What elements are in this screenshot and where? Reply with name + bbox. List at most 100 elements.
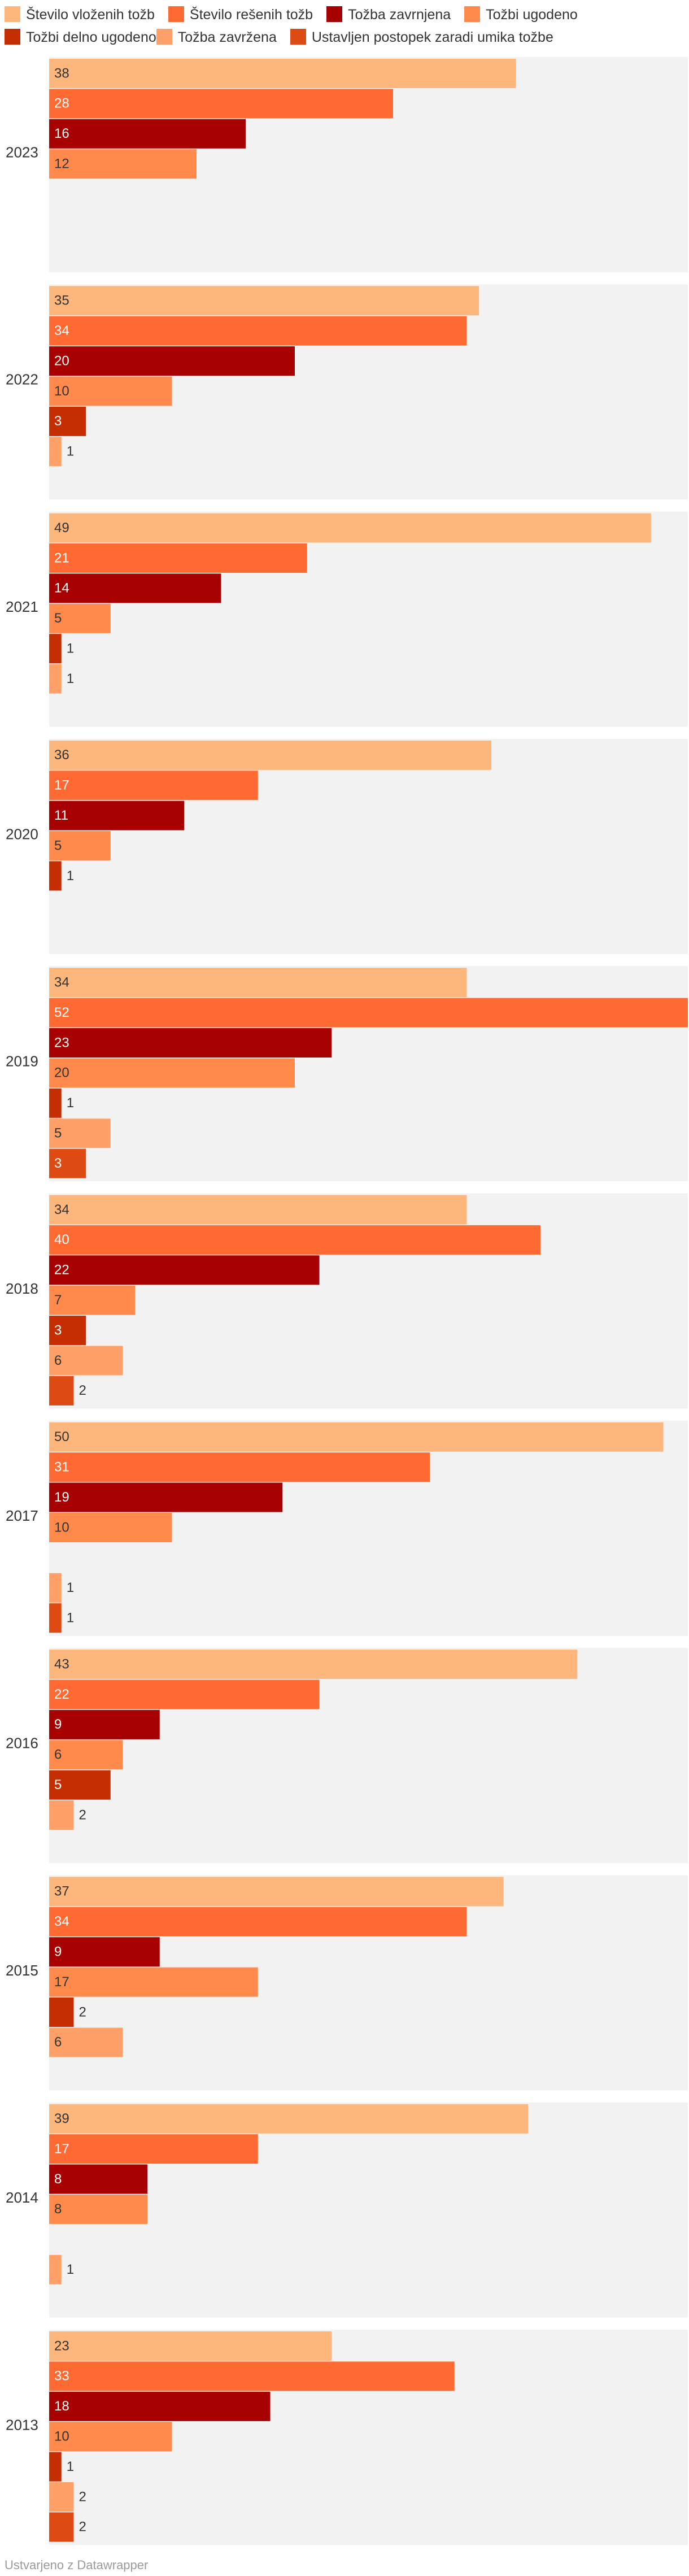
bar — [49, 2391, 271, 2421]
bar — [49, 1028, 332, 1058]
data-label: 1 — [67, 1580, 74, 1595]
bar — [49, 998, 688, 1028]
bar — [49, 2452, 62, 2482]
data-label: 8 — [54, 2201, 62, 2217]
legend-item: Tožbi ugodeno — [464, 3, 578, 26]
data-label: 17 — [54, 2141, 69, 2156]
panel-2019: 2019 34 52 23 20 15 3 — [6, 966, 688, 1182]
year-label: 2020 — [6, 825, 38, 842]
year-label: 2015 — [6, 1962, 38, 1979]
footer-credit: Ustvarjeno z Datawrapper — [5, 2558, 149, 2572]
data-label: 23 — [54, 2338, 69, 2353]
data-label: 10 — [54, 2429, 69, 2444]
panel-2017: 2017 50 31 19 10 1 1 — [6, 1420, 688, 1636]
data-label: 7 — [54, 1293, 62, 1308]
bar — [49, 573, 221, 603]
bar — [49, 2361, 455, 2391]
data-label: 10 — [54, 1520, 69, 1535]
bar — [49, 634, 62, 664]
legend-label: Tožbi ugodeno — [486, 7, 578, 23]
data-label: 1 — [67, 2262, 74, 2277]
bar — [49, 664, 62, 694]
data-label: 19 — [54, 1490, 69, 1505]
year-label: 2022 — [6, 371, 38, 388]
bar — [49, 1907, 467, 1937]
panel-2023: 2023 38 28 16 12 — [6, 57, 688, 272]
legend-item: Tožba zavrnjena — [326, 3, 451, 26]
legend-item: Število rešenih tožb — [168, 3, 313, 26]
data-label: 34 — [54, 323, 69, 338]
bar — [49, 437, 62, 467]
data-label: 11 — [54, 808, 68, 823]
data-label: 3 — [54, 1322, 62, 1338]
data-label: 18 — [54, 2399, 69, 2414]
bar — [49, 346, 295, 376]
bar — [49, 1513, 172, 1542]
data-label: 38 — [54, 66, 69, 81]
bar — [49, 800, 185, 830]
data-label: 17 — [54, 1974, 69, 1990]
legend-item: Tožbi delno ugodeno — [5, 26, 156, 49]
bar — [49, 1573, 62, 1603]
bar — [49, 149, 197, 179]
bar — [49, 861, 62, 891]
bar — [49, 1422, 664, 1452]
bar — [49, 1316, 86, 1346]
bar — [49, 1740, 123, 1770]
data-label: 17 — [54, 778, 69, 793]
bar — [49, 1058, 295, 1088]
bar — [49, 1285, 136, 1315]
bar — [49, 89, 393, 119]
data-label: 28 — [54, 96, 69, 111]
data-label: 5 — [54, 838, 62, 853]
bar — [49, 1877, 504, 1907]
bar — [49, 1148, 86, 1178]
bar — [49, 1800, 74, 1830]
year-label: 2014 — [6, 2189, 38, 2206]
data-label: 36 — [54, 747, 69, 763]
data-label: 2 — [79, 1383, 86, 1398]
data-label: 31 — [54, 1460, 69, 1475]
legend-label: Tožbi delno ugodeno — [26, 29, 156, 45]
bar — [49, 1603, 62, 1633]
bar — [49, 286, 479, 316]
data-label: 20 — [54, 1065, 69, 1081]
legend-swatch — [168, 6, 184, 22]
legend-item: Tožba zavržena — [156, 26, 277, 49]
data-label: 10 — [54, 384, 69, 399]
legend-swatch — [5, 6, 20, 22]
bar — [49, 1119, 111, 1148]
year-label: 2016 — [6, 1734, 38, 1751]
data-label: 6 — [54, 1353, 62, 1368]
year-label: 2018 — [6, 1280, 38, 1297]
bar — [49, 59, 516, 88]
bar — [49, 2104, 529, 2134]
data-label: 5 — [54, 1777, 62, 1792]
data-label: 33 — [54, 2369, 69, 2384]
bar — [49, 543, 307, 573]
bar — [49, 1998, 74, 2027]
bar — [49, 1346, 123, 1376]
bar — [49, 771, 258, 800]
panel-2020: 2020 36 17 11 51 — [6, 738, 688, 954]
legend-swatch — [156, 29, 172, 45]
year-label: 2023 — [6, 143, 38, 160]
legend-label: Tožba zavrnjena — [348, 7, 451, 23]
data-label: 34 — [54, 1914, 69, 1929]
legend-label: Tožba zavržena — [177, 29, 277, 45]
legend-swatch — [290, 29, 306, 45]
data-label: 16 — [54, 126, 69, 141]
bar — [49, 513, 651, 543]
data-label: 50 — [54, 1429, 69, 1444]
data-label: 1 — [67, 868, 74, 884]
data-label: 39 — [54, 2111, 69, 2126]
data-label: 21 — [54, 550, 69, 565]
bar — [49, 406, 86, 436]
bar — [49, 376, 172, 406]
data-label: 49 — [54, 520, 69, 536]
data-label: 9 — [54, 1944, 62, 1960]
panel-2018: 2018 34 40 22 7 3 6 2 — [6, 1193, 688, 1409]
bar — [49, 119, 246, 149]
bar — [49, 1650, 578, 1679]
